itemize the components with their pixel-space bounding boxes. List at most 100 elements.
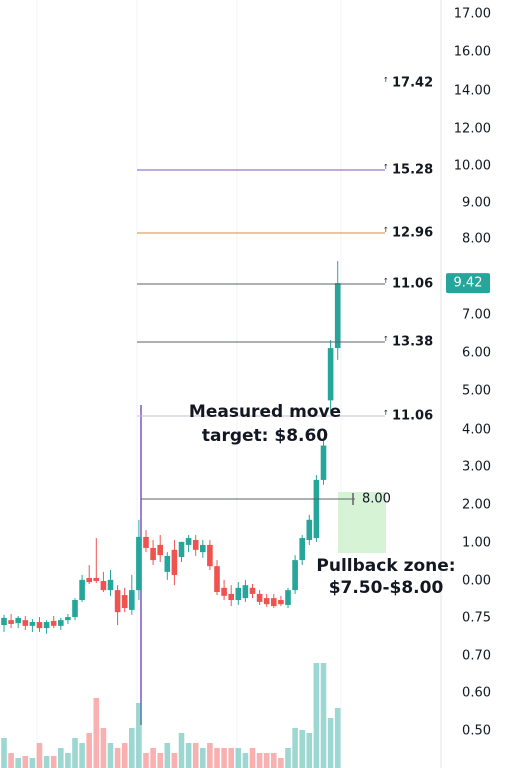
candle-body bbox=[29, 622, 36, 626]
volume-bar bbox=[320, 663, 327, 768]
volume-bar bbox=[143, 753, 149, 768]
y-tick-label: 0.75 bbox=[462, 611, 491, 626]
volume-bar bbox=[171, 753, 178, 768]
volume-bar bbox=[114, 748, 121, 768]
candle-body bbox=[249, 587, 256, 594]
candle-body bbox=[242, 585, 249, 599]
candle-body bbox=[256, 593, 263, 602]
candle-body bbox=[185, 538, 192, 545]
volume-bar bbox=[278, 758, 284, 768]
y-tick-label: 3.00 bbox=[462, 460, 491, 475]
level-icon: ↑ bbox=[383, 76, 389, 84]
volume-bar bbox=[121, 743, 128, 768]
price-badge bbox=[446, 273, 490, 294]
annotation: target: $8.60 bbox=[202, 426, 328, 446]
candle-body bbox=[235, 587, 242, 600]
y-tick-label: 16.00 bbox=[454, 45, 491, 60]
y-tick-label: 0.70 bbox=[462, 649, 491, 664]
annotation: Pullback zone: bbox=[316, 556, 455, 576]
level-label: 13.38 bbox=[392, 335, 433, 350]
y-tick-label: 10.00 bbox=[454, 159, 491, 174]
volume-bar bbox=[242, 753, 249, 768]
level-icon: ↑ bbox=[383, 277, 389, 285]
annotation: Measured move bbox=[189, 402, 341, 422]
volume-bar bbox=[100, 728, 107, 768]
candles bbox=[1, 261, 341, 634]
volume-bar bbox=[285, 748, 291, 768]
volume-bar bbox=[150, 748, 156, 768]
candle-body bbox=[50, 620, 57, 626]
candle-body bbox=[334, 283, 341, 349]
candle-body bbox=[263, 598, 270, 605]
volume-bar bbox=[200, 748, 206, 768]
candle-body bbox=[207, 544, 213, 567]
y-tick-label: 1.00 bbox=[462, 536, 491, 551]
volume-bar bbox=[157, 753, 163, 768]
candle-body bbox=[1, 617, 7, 626]
y-tick-label: 6.00 bbox=[462, 346, 491, 361]
y-tick-label: 14.00 bbox=[454, 84, 491, 99]
candle-body bbox=[43, 622, 50, 629]
volume-bar bbox=[185, 743, 192, 768]
candle-body bbox=[327, 348, 334, 401]
volume-bar bbox=[263, 753, 270, 768]
volume-bar bbox=[8, 753, 14, 768]
volume-bar bbox=[313, 663, 320, 768]
volume-bar bbox=[86, 733, 92, 768]
candle-body bbox=[292, 560, 298, 591]
y-tick-label: 17.00 bbox=[454, 7, 491, 22]
level-label: 17.42 bbox=[392, 76, 433, 91]
candle-body bbox=[221, 587, 227, 596]
volume-bar bbox=[214, 748, 220, 768]
candle-body bbox=[22, 620, 29, 626]
candle-body bbox=[65, 617, 71, 621]
candle-body bbox=[278, 600, 284, 605]
candle-body bbox=[299, 538, 305, 561]
candle-body bbox=[143, 536, 149, 548]
volume-bar bbox=[29, 758, 36, 768]
candle-body bbox=[178, 541, 185, 558]
candle-body bbox=[129, 590, 135, 610]
y-tick-label: 12.00 bbox=[454, 122, 491, 137]
candle-body bbox=[150, 547, 156, 561]
candle-body bbox=[79, 579, 85, 600]
volume-bar bbox=[256, 753, 263, 768]
y-tick-label: 5.00 bbox=[462, 384, 491, 399]
y-tick-label: 0.60 bbox=[462, 686, 491, 701]
volume-bar bbox=[334, 708, 341, 768]
candle-body bbox=[86, 577, 92, 583]
candle-body bbox=[157, 544, 163, 556]
volume-bar bbox=[292, 728, 298, 768]
volume-bar bbox=[15, 758, 21, 768]
volume-bar bbox=[65, 753, 71, 768]
annotation: $7.50-$8.00 bbox=[329, 578, 444, 598]
level-label: 15.28 bbox=[392, 163, 433, 178]
candle-body bbox=[36, 622, 43, 629]
level-label: 11.06 bbox=[392, 277, 433, 292]
candle-body bbox=[214, 566, 220, 593]
candle-body bbox=[200, 544, 206, 553]
candle-body bbox=[72, 600, 78, 618]
volume-bar bbox=[192, 743, 199, 768]
candle-body bbox=[136, 536, 142, 591]
candle-body bbox=[164, 555, 171, 572]
candle-body bbox=[313, 479, 320, 539]
volume-bar bbox=[107, 743, 114, 768]
candle-body bbox=[320, 445, 327, 480]
volume-bar bbox=[228, 748, 234, 768]
y-tick-label: 2.00 bbox=[462, 498, 491, 513]
candle-body bbox=[228, 593, 234, 600]
pullback-zone bbox=[338, 492, 386, 553]
candle-body bbox=[171, 549, 178, 575]
candle-body bbox=[58, 620, 64, 626]
volume-bar bbox=[79, 743, 85, 768]
volume-bar bbox=[22, 756, 29, 768]
volume-bar bbox=[249, 748, 256, 768]
level-label: 8.00 bbox=[362, 492, 391, 507]
y-tick-label: 0.00 bbox=[462, 574, 491, 589]
candle-body bbox=[8, 620, 14, 624]
y-tick-label: 7.00 bbox=[462, 308, 491, 323]
volume-bar bbox=[1, 738, 7, 768]
volume-bar bbox=[58, 748, 64, 768]
